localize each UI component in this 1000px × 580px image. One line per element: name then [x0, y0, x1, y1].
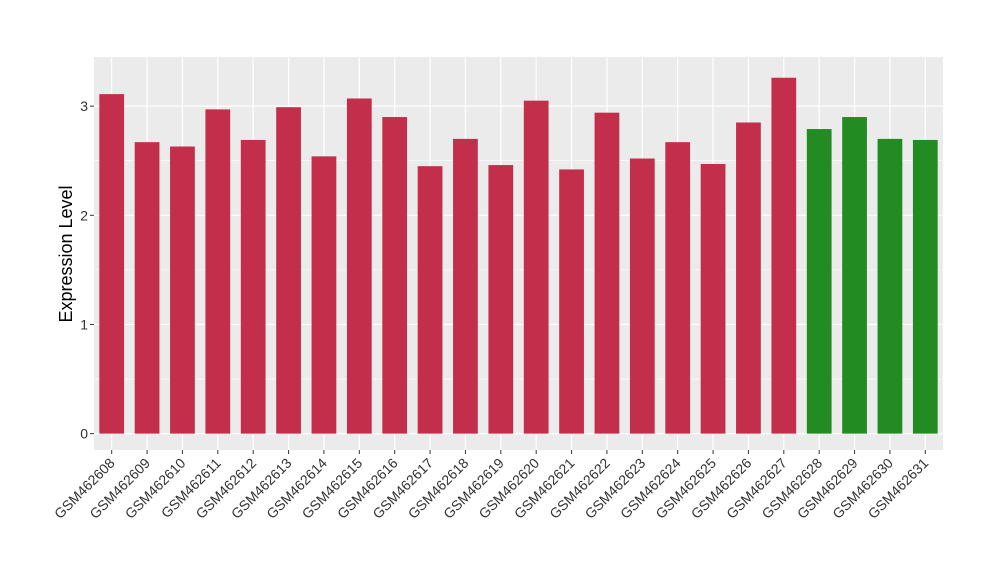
bar-GSM462615	[346, 98, 372, 434]
bar-GSM462618	[453, 138, 478, 434]
bar-GSM462616	[382, 117, 408, 434]
x-axis: GSM462608GSM462609GSM462610GSM462611GSM4…	[51, 450, 932, 522]
bar-GSM462629	[842, 117, 867, 434]
bar-GSM462626	[736, 122, 761, 434]
bar-GSM462620	[523, 100, 549, 434]
bar-GSM462627	[771, 77, 797, 434]
bars	[99, 77, 938, 434]
bar-GSM462624	[665, 142, 691, 434]
bar-GSM462610	[170, 146, 195, 434]
bar-GSM462611	[205, 109, 231, 434]
bar-GSM462621	[559, 169, 584, 434]
bar-GSM462613	[276, 107, 301, 434]
bar-GSM462630	[877, 138, 903, 434]
y-axis: 0 1 2 3	[80, 98, 94, 442]
bar-GSM462617	[417, 166, 443, 434]
y-axis-title: Expression Level	[56, 185, 76, 322]
plot-panel	[94, 57, 943, 450]
bar-GSM462619	[488, 165, 514, 434]
y-tick-label: 0	[80, 426, 88, 442]
bar-GSM462622	[594, 112, 620, 434]
y-tick-label: 2	[80, 207, 88, 223]
bar-GSM462631	[912, 139, 938, 434]
bar-GSM462623	[629, 158, 655, 434]
bar-GSM462625	[700, 163, 726, 434]
bar-GSM462609	[134, 142, 160, 434]
y-tick-label: 1	[80, 316, 88, 332]
bar-GSM462628	[806, 129, 832, 434]
bar-GSM462608	[99, 94, 125, 434]
bar-GSM462614	[311, 156, 337, 434]
y-tick-label: 3	[80, 98, 88, 114]
bar-GSM462612	[240, 139, 266, 434]
